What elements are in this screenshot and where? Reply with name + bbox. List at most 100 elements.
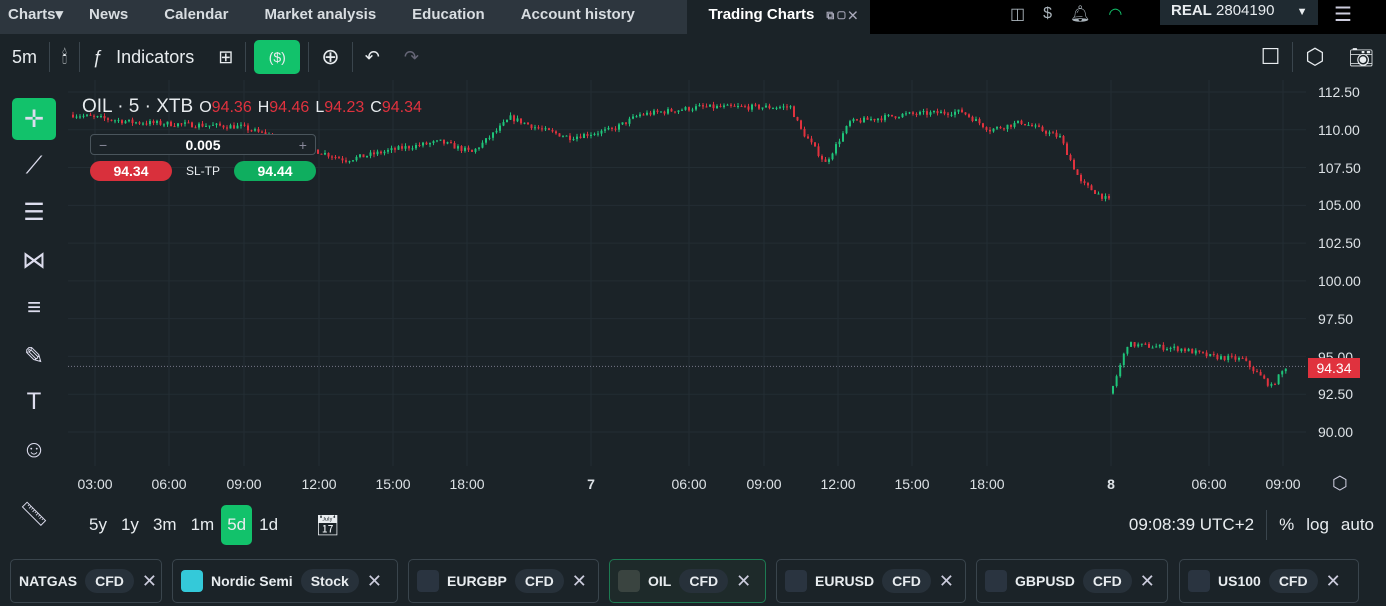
divider — [245, 42, 247, 72]
candle — [733, 103, 736, 107]
account-selector[interactable]: REAL 2804190 ▼ — [1160, 0, 1318, 25]
candle — [1069, 153, 1072, 162]
candle — [800, 119, 802, 130]
brush-icon[interactable]: ✎ — [23, 342, 45, 370]
nav-calendar[interactable]: Calendar — [164, 6, 229, 23]
range-3m[interactable]: 3m — [152, 515, 177, 534]
candle — [803, 126, 806, 138]
candle — [989, 126, 991, 135]
instrument-tab[interactable]: NATGAS CFD ✕ — [10, 559, 162, 603]
close-icon[interactable]: ✕ — [571, 570, 587, 591]
candle — [1220, 354, 1222, 360]
range-5y[interactable]: 5y — [89, 515, 107, 534]
quantity-stepper[interactable]: − 0.005 + — [90, 134, 316, 155]
candle — [100, 113, 102, 119]
axis-settings-icon[interactable]: ⬡ — [1332, 473, 1348, 493]
range-1m[interactable]: 1m — [190, 515, 215, 534]
decrease-button[interactable]: − — [99, 136, 108, 153]
nav-trading-charts[interactable]: Trading Charts ⧉▢✕ — [686, 0, 870, 34]
candle — [597, 130, 599, 137]
nav-news[interactable]: News — [89, 6, 129, 23]
candle — [366, 155, 368, 158]
instrument-tab[interactable]: Nordic Semi Stock ✕ — [172, 559, 398, 603]
price-chart[interactable] — [68, 80, 1306, 466]
candle — [1173, 343, 1176, 351]
add-circle-icon[interactable]: ⊕ — [321, 44, 340, 69]
window-controls[interactable]: ⧉▢✕ — [826, 10, 860, 22]
nav-education[interactable]: Education — [412, 6, 485, 23]
dollar-signal-icon[interactable]: $ — [1043, 5, 1053, 22]
nav-market-analysis[interactable]: Market analysis — [264, 6, 377, 23]
candle — [908, 111, 911, 115]
instrument-tab[interactable]: EURUSD CFD ✕ — [776, 559, 966, 603]
grid-layout-icon[interactable]: ⊞ — [218, 46, 234, 67]
sl-tp-button[interactable]: SL-TP — [185, 164, 220, 178]
bell-icon[interactable]: 🔔︎ — [1070, 6, 1091, 23]
date-range-icon[interactable]: 📅︎ — [315, 514, 341, 537]
candle — [397, 145, 400, 150]
close-icon[interactable]: ✕ — [366, 570, 382, 591]
redo-icon[interactable]: ↷ — [403, 46, 419, 67]
instrument-tab[interactable]: EURGBP CFD ✕ — [408, 559, 599, 603]
ruler-icon[interactable]: 📏︎ — [18, 500, 50, 528]
candle — [362, 154, 365, 158]
trade-dollar-button[interactable]: ($) — [254, 40, 301, 74]
emoji-icon[interactable]: ☺ — [21, 436, 47, 463]
candle — [401, 143, 403, 151]
candlestick-icon[interactable]: 🕯︎ — [62, 46, 68, 67]
close-icon[interactable]: ✕ — [1139, 570, 1155, 591]
candle — [359, 154, 361, 159]
time-tick: 8 — [1107, 476, 1115, 492]
close-icon[interactable]: ✕ — [141, 570, 157, 591]
instrument-tab[interactable]: GBPUSD CFD ✕ — [976, 559, 1168, 603]
indicators-button[interactable]: ƒ Indicators — [80, 34, 206, 80]
timeframe-button[interactable]: 5m — [12, 46, 38, 67]
percent-scale-button[interactable]: % — [1279, 515, 1295, 534]
time-axis[interactable]: 03:00 06:00 09:00 12:00 15:00 18:00 7 06:00 09:0… — [68, 470, 1306, 498]
pattern-icon[interactable]: ⋈ — [22, 246, 46, 274]
settings-hexagon-icon[interactable]: ⬡ — [1305, 44, 1325, 69]
layout-icon[interactable]: ◫ — [1010, 6, 1026, 23]
candle — [82, 113, 85, 119]
candle — [737, 103, 739, 109]
price-axis[interactable]: 112.50 110.00 107.50 105.00 102.50 100.00 97.5… — [1306, 80, 1386, 466]
candle — [621, 122, 624, 126]
divider — [308, 42, 310, 72]
instrument-name: Nordic Semi — [211, 573, 293, 589]
close-icon[interactable]: ✕ — [736, 570, 752, 591]
horizontal-lines-icon[interactable]: ☰ — [23, 198, 45, 226]
auto-scale-button[interactable]: auto — [1340, 515, 1374, 534]
instrument-tab[interactable]: OIL CFD ✕ — [609, 559, 766, 603]
buy-button[interactable]: 94.44 — [233, 161, 316, 181]
instrument-type-badge: CFD — [1268, 569, 1318, 593]
range-1d[interactable]: 1d — [259, 515, 279, 534]
log-scale-button[interactable]: log — [1306, 515, 1329, 534]
close-icon[interactable]: ✕ — [1325, 570, 1341, 591]
crosshair-icon[interactable]: ✛ — [12, 98, 56, 140]
fullscreen-square-icon[interactable]: ☐ — [1260, 44, 1281, 69]
candle — [1034, 123, 1037, 129]
sell-button[interactable]: 94.34 — [90, 161, 172, 181]
candle — [453, 141, 456, 149]
close-icon[interactable]: ✕ — [938, 570, 954, 591]
candle — [520, 118, 522, 125]
instrument-tab[interactable]: US100 CFD ✕ — [1179, 559, 1359, 603]
fib-levels-icon[interactable]: ≡ — [26, 294, 41, 321]
text-icon[interactable]: T — [26, 388, 42, 415]
nav-charts[interactable]: Charts▾ — [8, 6, 64, 23]
candle — [72, 111, 74, 119]
candle — [156, 119, 158, 126]
quantity-value[interactable]: 0.005 — [185, 136, 221, 153]
price-tick: 92.50 — [1318, 386, 1354, 403]
hamburger-menu-icon[interactable]: ☰ — [1334, 4, 1352, 26]
camera-icon[interactable]: 📷︎ — [1348, 46, 1374, 69]
candle — [649, 110, 652, 117]
increase-button[interactable]: + — [298, 136, 307, 153]
candle — [404, 143, 407, 152]
undo-icon[interactable]: ↶ — [364, 46, 380, 67]
trend-line-icon[interactable]: ⟋ — [25, 152, 43, 179]
candle — [604, 126, 606, 134]
nav-account-history[interactable]: Account history — [520, 6, 635, 23]
range-1y[interactable]: 1y — [120, 515, 139, 534]
range-5d[interactable]: 5d — [221, 505, 253, 545]
